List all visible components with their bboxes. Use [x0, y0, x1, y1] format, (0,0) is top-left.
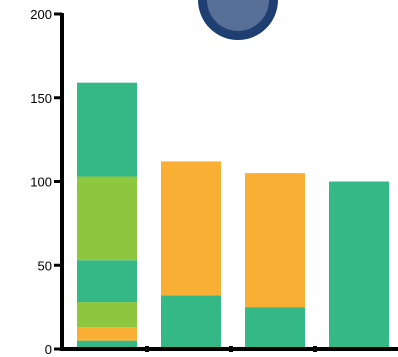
y-tick-label-50: 50	[38, 258, 52, 273]
y-tick-label-150: 150	[30, 91, 52, 106]
bar-segment-3-2	[245, 173, 305, 308]
bar-segment-1-5	[77, 176, 137, 261]
bar-segment-1-1	[77, 340, 137, 349]
bars-layer	[77, 82, 389, 349]
bar-segment-2-2	[161, 161, 221, 296]
bar-segment-4-1	[329, 181, 389, 349]
bar-segment-1-2	[77, 327, 137, 341]
bar-segment-1-3	[77, 302, 137, 328]
y-tick-label-100: 100	[30, 175, 52, 190]
top-badge-icon	[198, 0, 278, 40]
y-tick-label-200: 200	[30, 7, 52, 22]
y-tick-label-0: 0	[45, 342, 52, 357]
bar-segment-2-1	[161, 295, 221, 349]
y-ticks-layer: 0 50 100 150 200	[30, 7, 62, 357]
bar-segment-1-6	[77, 82, 137, 177]
bar-segment-1-4	[77, 260, 137, 303]
bar-segment-3-1	[245, 307, 305, 349]
